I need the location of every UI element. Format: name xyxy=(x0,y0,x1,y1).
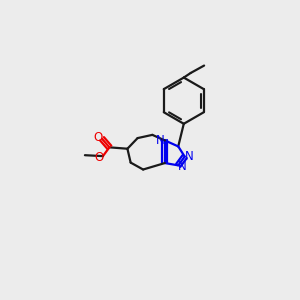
Text: N: N xyxy=(156,134,165,147)
Text: N: N xyxy=(178,160,187,172)
Text: O: O xyxy=(94,151,104,164)
Text: N: N xyxy=(184,150,193,163)
Text: O: O xyxy=(93,131,103,144)
